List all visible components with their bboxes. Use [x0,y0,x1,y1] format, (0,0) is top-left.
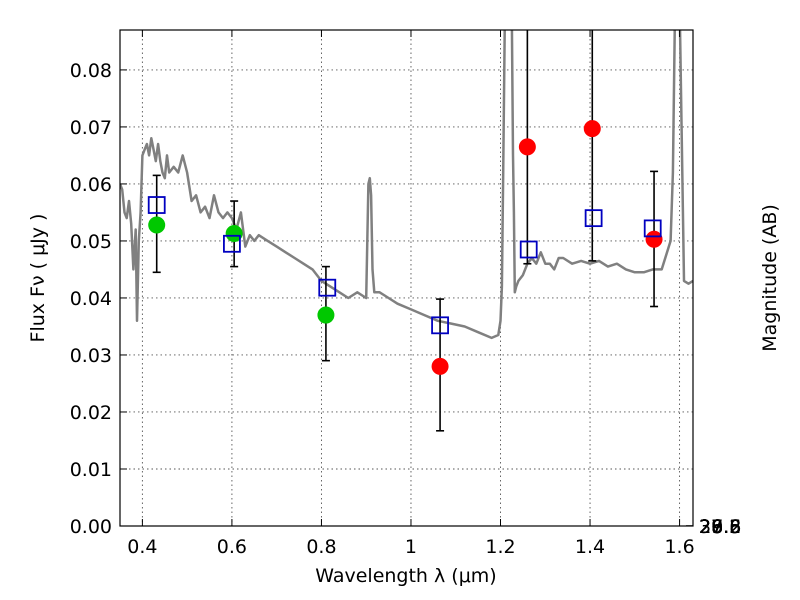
photometry-point [518,138,536,156]
mag-tick-label: 27 [699,516,723,538]
photometry-point [645,230,663,248]
y-tick-label: 0.01 [70,459,112,481]
mag-tick-label: 30 [699,516,723,538]
mag-tick-label: 27.5 [699,516,741,538]
mag-tick-label: 26.6 [699,516,741,538]
mag-tick-label: 28 [699,516,723,538]
y-tick-label: 0.00 [70,516,112,538]
tick-layer: 0.4 0.6 0.8 1 1.2 1.4 1.6 0.00 0.01 0.02 0.03 0.04 0… [70,30,741,558]
data-layer [120,30,693,432]
photometry-point [431,357,449,375]
model-flux-square [147,196,166,214]
model-flux-square [431,316,449,335]
x-tick-label: 0.8 [306,536,336,558]
model-flux-square [643,219,662,238]
mag-tick-label: 28.5 [699,516,741,538]
x-tick-label: 0.4 [127,536,157,558]
y-axis-title: Flux Fν ( μJy ) [27,214,49,343]
y-tick-label: 0.02 [70,402,112,424]
mag-tick-label: 27.2 [699,516,741,538]
mag-tick-label: 26.8 [699,516,741,538]
x-tick-label: 1.2 [485,536,515,558]
photometry-point [317,306,335,324]
y-tick-label: 0.04 [70,288,112,310]
model-flux-square [223,234,241,253]
y-tick-label: 0.05 [70,231,112,253]
mag-tick-label: 29 [699,516,723,538]
model-flux-square [519,240,538,259]
y-tick-label: 0.03 [70,345,112,367]
x-tick-label: 1 [405,536,417,558]
template-spectrum-line [120,30,693,340]
x-tick-label: 0.6 [217,536,247,558]
photometry-point [583,120,601,138]
grid-layer [120,30,693,526]
plot-frame [119,29,694,527]
model-flux-square [318,278,337,297]
photometry-point [225,225,243,243]
x-tick-label: 1.4 [575,536,605,558]
photometry-point [148,216,166,234]
x-axis-title: Wavelength λ (μm) [315,565,496,587]
y2-axis-title: Magnitude (AB) [759,204,781,352]
x-tick-label: 1.6 [664,536,694,558]
y-tick-label: 0.06 [70,174,112,196]
y-tick-label: 0.08 [70,60,112,82]
plot-background [120,30,693,526]
y-tick-label: 0.07 [70,117,112,139]
model-flux-square [584,209,603,228]
